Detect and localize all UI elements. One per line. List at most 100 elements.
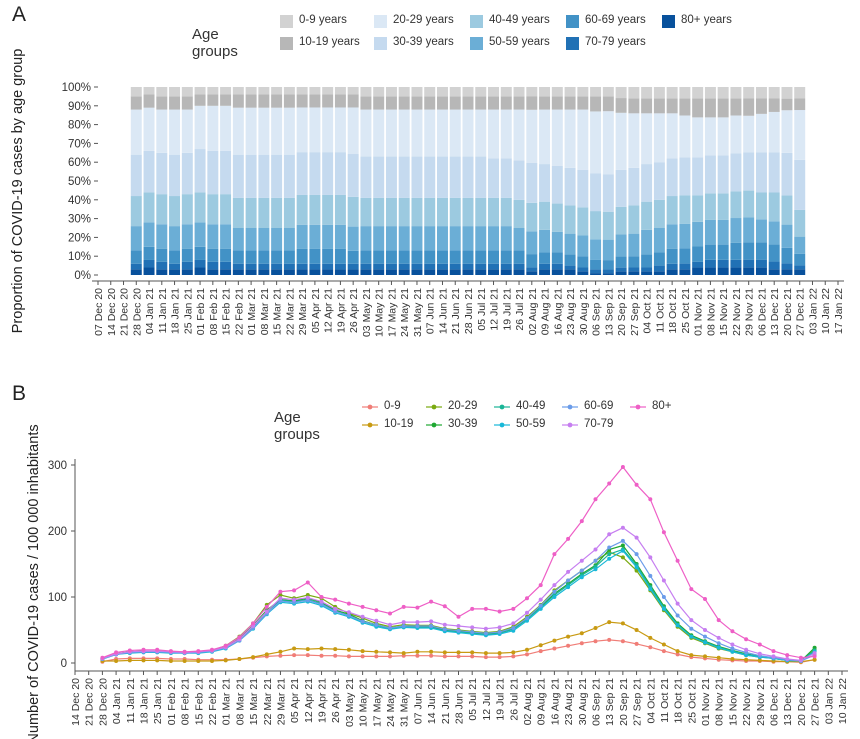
bar-segment [207, 248, 219, 262]
bar-segment [500, 158, 512, 198]
legend-glyph [562, 404, 578, 410]
bar-segment [743, 190, 755, 218]
bar-segment [551, 203, 563, 232]
data-point [648, 645, 653, 650]
bar-segment [194, 105, 206, 150]
data-point [292, 653, 297, 658]
bar-segment [156, 261, 168, 270]
bar-segment [245, 87, 257, 95]
bar-segment [169, 250, 181, 264]
bar-segment [360, 263, 372, 270]
data-point [401, 604, 406, 609]
data-point [100, 655, 105, 660]
data-point [415, 624, 420, 628]
bar-segment [692, 98, 704, 118]
data-point [388, 626, 392, 630]
bar-segment [513, 109, 525, 161]
legend-swatch [374, 37, 387, 50]
x-tick-label: 07 Dec 20 [93, 288, 105, 336]
bar-segment [615, 87, 627, 99]
bar-segment [526, 87, 538, 97]
bar-segment [258, 154, 270, 198]
bar-segment [398, 96, 410, 110]
bar-segment [296, 248, 308, 264]
bar-segment [462, 263, 474, 270]
x-tick-label: 05 Jul 21 [476, 288, 488, 331]
bar-segment [360, 250, 372, 264]
bar-segment [309, 87, 321, 95]
data-point [675, 613, 680, 618]
data-point [675, 601, 680, 606]
bar-segment [385, 96, 397, 110]
data-point [483, 626, 488, 631]
bar-segment [258, 94, 270, 108]
bar-segment [258, 107, 270, 155]
bar-segment [194, 222, 206, 247]
x-tick-label: 03 Jan 22 [807, 288, 819, 334]
bar-segment [373, 226, 385, 251]
data-point [579, 641, 584, 646]
line-chart: 0 100 200 300 Number of COVID-19 cases / 100… [26, 424, 849, 739]
bar-segment [334, 263, 346, 270]
data-point [511, 626, 516, 630]
x-tick-label: 02 Aug 21 [527, 288, 539, 335]
bar-segment [411, 109, 423, 157]
x-tick-label: 27 Sep 21 [629, 288, 641, 336]
bar-segment [755, 113, 767, 153]
data-point [525, 647, 529, 652]
x-tick-label: 04 Oct 21 [642, 288, 654, 334]
bar-segment [679, 263, 691, 270]
data-point [429, 599, 434, 604]
data-point [483, 606, 488, 611]
bar-segment [462, 197, 474, 227]
x-tick-label: 22 Nov 21 [731, 288, 743, 336]
x-tick-label: 19 Jul 21 [495, 678, 507, 721]
data-point [812, 657, 817, 662]
bar-segment [679, 223, 691, 249]
bar-segment [462, 269, 474, 275]
bar-segment [322, 107, 334, 153]
bar-segment [628, 205, 640, 234]
bar-segment [743, 152, 755, 191]
data-point [196, 649, 201, 654]
data-point [716, 635, 721, 640]
x-tick-label: 15 Feb 21 [193, 678, 205, 725]
y-tick-label: 70% [68, 138, 91, 150]
bar-segment [232, 269, 244, 275]
bar-segment [169, 154, 181, 197]
bar-segment [500, 197, 512, 227]
bar-segment [488, 269, 500, 275]
data-point [374, 622, 379, 627]
bar-segment [794, 236, 806, 254]
x-tick-label: 23 Aug 21 [563, 678, 575, 725]
bar-segment [271, 250, 283, 264]
bar-segment [730, 191, 742, 219]
data-point [155, 658, 160, 663]
bar-segment [436, 250, 448, 264]
bar-segment [411, 269, 423, 275]
bar-segment [424, 87, 436, 97]
bar-segment [539, 164, 551, 202]
bar-segment [551, 252, 563, 264]
bar-segment [207, 269, 219, 275]
legend-swatch [470, 37, 483, 50]
y-tick-label: 40% [68, 195, 91, 207]
legend-glyph [630, 404, 646, 410]
legend-swatch [566, 37, 579, 50]
data-point [264, 652, 269, 657]
x-tick-label: 29 Nov 21 [755, 678, 767, 726]
bar-segment [577, 96, 589, 110]
bar-segment [794, 253, 806, 266]
bar-segment [539, 96, 551, 110]
bar-segment [526, 109, 538, 163]
bar-segment [743, 87, 755, 99]
data-point [278, 649, 283, 654]
bar-segment [488, 250, 500, 264]
bar-segment [424, 263, 436, 270]
bar-segment [641, 267, 653, 272]
x-tick-label: 17 May 21 [371, 678, 383, 727]
x-tick-label: 29 Mar 21 [297, 288, 309, 335]
data-point [401, 651, 406, 656]
bar-segment [475, 96, 487, 110]
data-point [470, 625, 475, 630]
